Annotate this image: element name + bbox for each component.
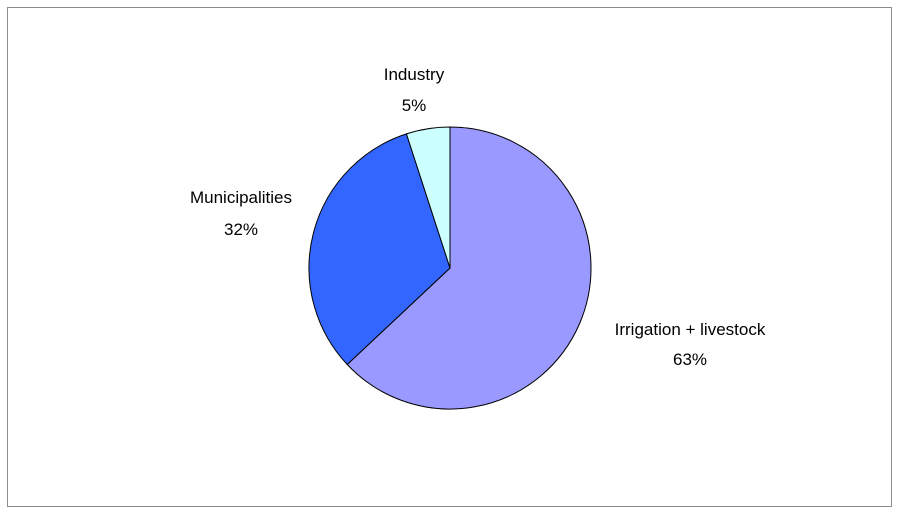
pie-slice-industry bbox=[405, 126, 451, 269]
pie-slice-municipalities bbox=[308, 133, 451, 366]
label-municipalities-pct: 32% bbox=[224, 220, 258, 239]
label-irrigation-name: Irrigation + livestock bbox=[615, 320, 766, 339]
label-industry-name: Industry bbox=[384, 65, 445, 84]
pie-labels: Irrigation + livestock 63% Municipalitie… bbox=[190, 65, 766, 369]
pie-slices bbox=[308, 126, 592, 410]
pie-chart: Irrigation + livestock 63% Municipalitie… bbox=[190, 65, 766, 410]
label-industry-pct: 5% bbox=[402, 96, 427, 115]
label-irrigation-pct: 63% bbox=[673, 350, 707, 369]
pie-slice-irrigation-livestock bbox=[346, 126, 592, 410]
label-municipalities-name: Municipalities bbox=[190, 188, 292, 207]
